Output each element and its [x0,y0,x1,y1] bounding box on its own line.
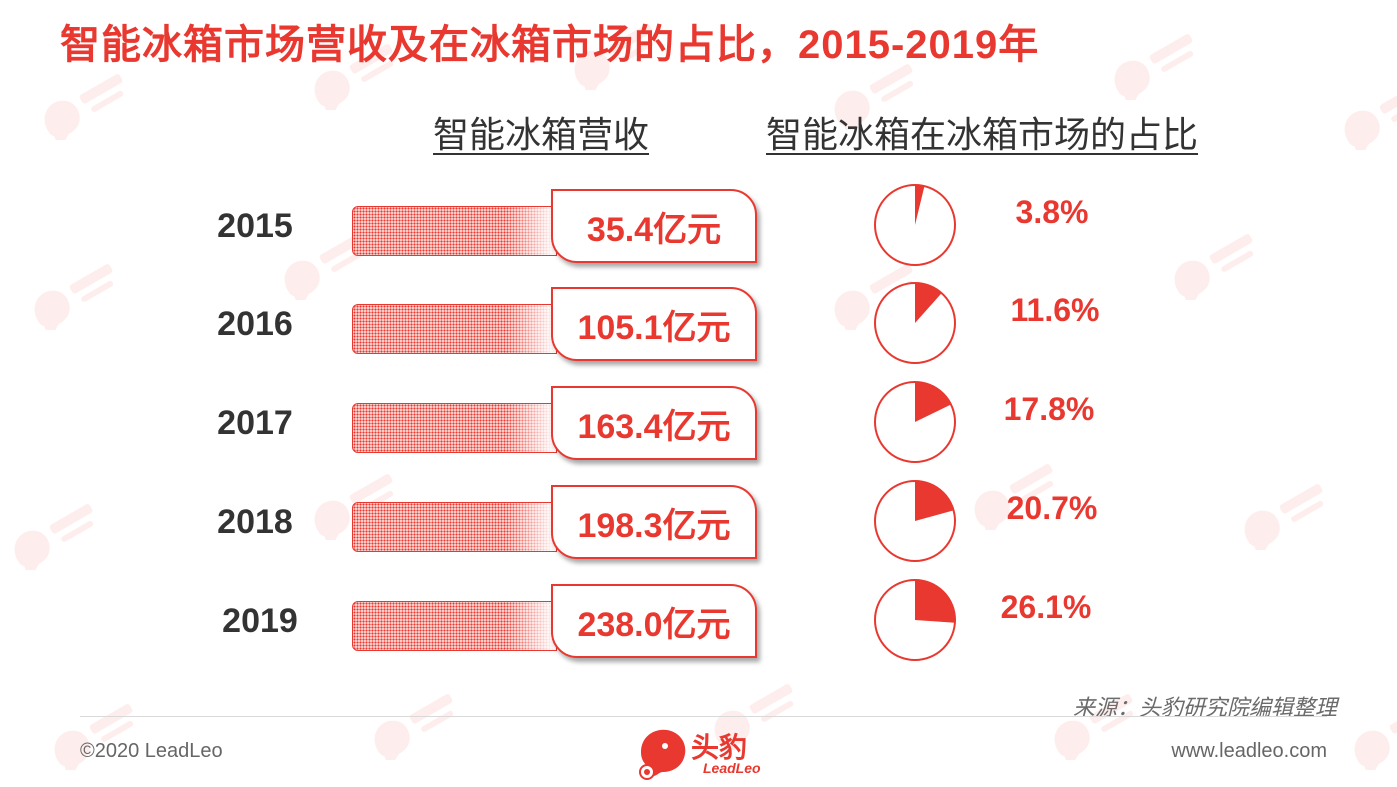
revenue-column-header: 智能冰箱营收 [433,114,650,155]
watermark [1330,80,1397,155]
pie-slice [915,481,954,521]
revenue-value-label: 163.4亿元 [551,386,757,460]
watermark-leopard-icon [14,504,94,573]
share-column-header: 智能冰箱在冰箱市场的占比 [766,114,1199,155]
revenue-bar [352,601,557,651]
watermark [360,690,470,765]
logo-text-en: LeadLeo [703,760,761,776]
revenue-value-label: 35.4亿元 [551,189,757,263]
revenue-value-label: 238.0亿元 [551,584,757,658]
watermark-leopard-icon [34,264,114,333]
revenue-bar [352,206,557,256]
leadleo-logo: 头豹 LeadLeo [633,722,773,782]
watermark [30,70,140,145]
share-pie [874,480,956,562]
revenue-bar [352,304,557,354]
pie-slice [915,580,955,623]
revenue-bar [352,502,557,552]
copyright: ©2020 LeadLeo [80,740,223,762]
year-label: 2017 [217,404,293,442]
year-label: 2016 [217,305,293,343]
share-pie [874,579,956,661]
watermark-leopard-icon [1244,484,1324,553]
watermark-leopard-icon [44,74,124,143]
share-value-label: 3.8% [1015,194,1089,230]
leopard-head-icon [639,729,686,780]
year-label: 2018 [217,503,293,541]
watermark [1340,700,1397,775]
watermark-leopard-icon [1344,84,1397,153]
year-label: 2019 [222,602,298,640]
share-value-label: 26.1% [1000,589,1092,625]
logo-text-cn: 头豹 [691,732,748,763]
revenue-bar [352,403,557,453]
page-title: 智能冰箱市场营收及在冰箱市场的占比，2015-2019年 [60,23,1040,67]
watermark-leopard-icon [1114,34,1194,103]
watermark-leopard-icon [1354,704,1397,773]
watermark [0,500,110,575]
watermark [1100,30,1210,105]
revenue-value-label: 198.3亿元 [551,485,757,559]
share-value-label: 17.8% [1003,391,1095,427]
source-note: 来源：头豹研究院编辑整理 [1072,695,1337,720]
watermark-leopard-icon [374,694,454,763]
share-pie [874,282,956,364]
watermark [40,700,150,775]
pie-slice [915,382,951,422]
share-pie [874,381,956,463]
share-value-label: 11.6% [1010,292,1100,328]
watermark-leopard-icon [1174,234,1254,303]
website-link[interactable]: www.leadleo.com [1171,740,1327,762]
share-value-label: 20.7% [1006,490,1098,526]
pie-slice [915,185,925,225]
share-pie [874,184,956,266]
footer-divider [80,716,1327,717]
watermark [1160,230,1270,305]
watermark [20,260,130,335]
pie-slice [915,283,942,323]
year-label: 2015 [217,207,293,245]
revenue-value-label: 105.1亿元 [551,287,757,361]
watermark [1230,480,1340,555]
